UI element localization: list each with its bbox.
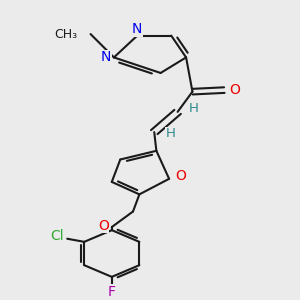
Text: H: H	[165, 127, 175, 140]
Text: CH₃: CH₃	[55, 28, 78, 40]
Text: N: N	[101, 50, 112, 64]
Text: N: N	[132, 22, 142, 36]
Text: H: H	[189, 102, 199, 115]
Text: O: O	[98, 218, 109, 233]
Text: Cl: Cl	[50, 229, 63, 243]
Text: F: F	[108, 285, 116, 299]
Text: O: O	[176, 169, 186, 183]
Text: O: O	[230, 83, 240, 97]
